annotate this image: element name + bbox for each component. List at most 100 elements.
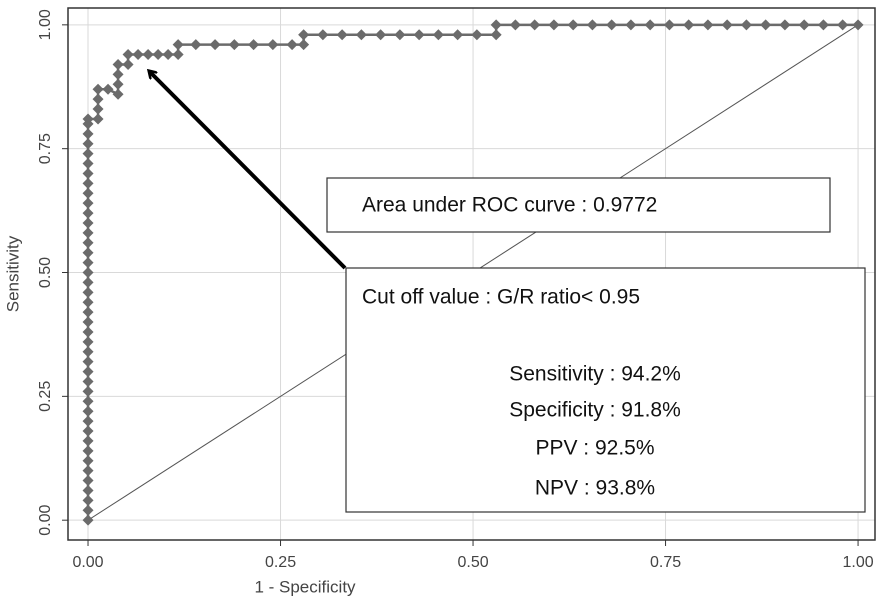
roc-marker [82, 247, 94, 259]
roc-marker [82, 217, 94, 229]
roc-marker [82, 267, 94, 279]
x-tick-label: 0.50 [457, 554, 488, 571]
x-tick-label: 1.00 [842, 554, 873, 571]
roc-marker [162, 49, 174, 61]
roc-marker [683, 19, 695, 31]
roc-marker [112, 78, 124, 90]
roc-marker [82, 237, 94, 249]
roc-marker [92, 93, 104, 105]
roc-marker [92, 103, 104, 115]
roc-marker [82, 415, 94, 427]
roc-marker [82, 455, 94, 467]
roc-marker [82, 316, 94, 328]
roc-marker [82, 326, 94, 338]
plot-border [67, 7, 876, 541]
roc-marker [625, 19, 637, 31]
roc-marker [490, 29, 502, 41]
roc-marker [82, 405, 94, 417]
roc-marker [644, 19, 656, 31]
axes: 0.00 0.25 0.50 0.75 1.00 0.00 0.25 0.50 0.75 1.00 [37, 9, 874, 571]
roc-marker [567, 19, 579, 31]
roc-marker [82, 494, 94, 506]
x-axis-label: 1 - Specificity [254, 577, 356, 596]
roc-marker [413, 29, 425, 41]
roc-marker [82, 445, 94, 457]
roc-marker [82, 385, 94, 397]
roc-marker [837, 19, 849, 31]
roc-marker [82, 177, 94, 189]
roc-marker [82, 346, 94, 358]
arrow [150, 72, 347, 270]
roc-marker [142, 49, 154, 61]
roc-marker [82, 366, 94, 378]
cutoff-box [345, 267, 866, 513]
roc-marker [132, 49, 144, 61]
roc-marker [82, 197, 94, 209]
x-tick-label: 0.75 [650, 554, 681, 571]
roc-marker [336, 29, 348, 41]
auc-text: Area under ROC curve : 0.9772 [362, 194, 657, 217]
roc-marker [529, 19, 541, 31]
roc-marker [82, 296, 94, 308]
roc-marker [779, 19, 791, 31]
y-tick-label: 1.00 [37, 9, 54, 40]
y-tick-label: 0.25 [37, 381, 54, 412]
roc-marker [82, 484, 94, 496]
roc-marker [548, 19, 560, 31]
roc-marker [82, 148, 94, 160]
roc-marker [82, 435, 94, 447]
roc-marker [817, 19, 829, 31]
roc-marker [82, 167, 94, 179]
roc-marker [355, 29, 367, 41]
roc-marker [375, 29, 387, 41]
roc-marker [586, 19, 598, 31]
roc-marker [286, 39, 298, 51]
roc-marker [82, 356, 94, 368]
cutoff-text: Cut off value : G/R ratio< 0.95 [362, 286, 640, 309]
roc-marker [172, 39, 184, 51]
cutoff-text: Sensitivity : 94.2% [509, 363, 681, 386]
roc-marker [228, 39, 240, 51]
roc-marker [112, 68, 124, 80]
roc-marker [92, 113, 104, 125]
roc-marker [112, 88, 124, 100]
roc-marker [82, 113, 94, 125]
roc-marker [82, 158, 94, 170]
roc-marker [852, 19, 864, 31]
roc-marker [702, 19, 714, 31]
roc-marker [82, 276, 94, 288]
roc-marker [760, 19, 772, 31]
roc-marker [112, 58, 124, 70]
roc-marker [248, 39, 260, 51]
roc-marker [509, 19, 521, 31]
roc-marker [82, 227, 94, 239]
roc-marker [82, 475, 94, 487]
roc-marker [172, 49, 184, 61]
roc-marker [82, 465, 94, 477]
roc-marker [122, 58, 134, 70]
roc-marker [721, 19, 733, 31]
roc-marker [490, 19, 502, 31]
roc-marker [471, 29, 483, 41]
roc-marker [82, 514, 94, 526]
roc-marker [663, 19, 675, 31]
roc-marker [82, 375, 94, 387]
x-tick-label: 0.25 [265, 554, 296, 571]
roc-marker [267, 39, 279, 51]
roc-marker [122, 49, 134, 61]
roc-marker [82, 187, 94, 199]
y-axis-label: Sensitivity [3, 235, 22, 312]
roc-marker [152, 49, 164, 61]
roc-marker [740, 19, 752, 31]
roc-marker [82, 504, 94, 516]
roc-marker [82, 306, 94, 318]
roc-marker [209, 39, 221, 51]
roc-marker [82, 286, 94, 298]
roc-marker [452, 29, 464, 41]
roc-marker [298, 39, 310, 51]
roc-marker [317, 29, 329, 41]
cutoff-text: PPV : 92.5% [535, 437, 654, 460]
y-tick-label: 0.00 [37, 505, 54, 536]
roc-marker [432, 29, 444, 41]
